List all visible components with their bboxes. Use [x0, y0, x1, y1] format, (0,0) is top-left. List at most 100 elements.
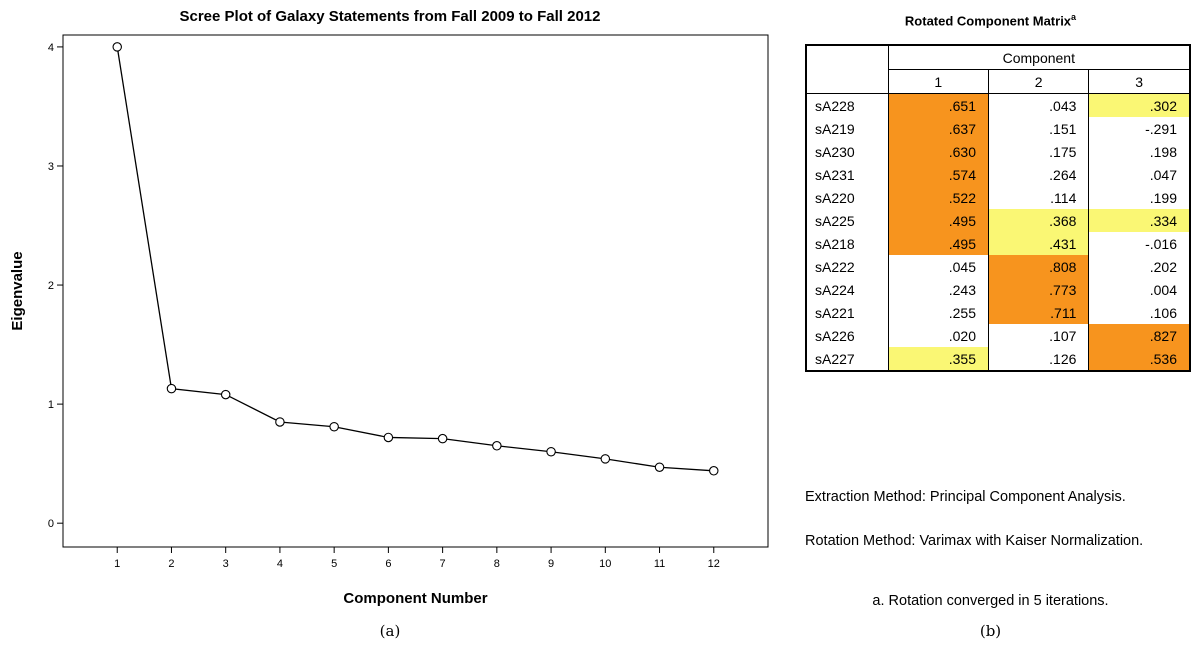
loading-cell: .302 — [1088, 93, 1190, 117]
data-point — [383, 432, 394, 443]
loading-cell: .334 — [1088, 209, 1190, 232]
y-axis-label: Eigenvalue — [9, 251, 26, 330]
loading-cell: .264 — [988, 163, 1090, 186]
loading-cell: .637 — [888, 117, 989, 140]
loading-cell: .255 — [888, 301, 989, 324]
loading-cell: .495 — [888, 209, 989, 232]
y-tick-label: 3 — [48, 161, 54, 173]
scree-plot-panel: Scree Plot of Galaxy Statements from Fal… — [9, 8, 769, 640]
y-tick-label: 0 — [48, 518, 54, 530]
eigenvalue-series-line — [116, 46, 714, 472]
data-point — [220, 389, 231, 400]
loading-cell: .004 — [1149, 281, 1177, 298]
row-label: sA220 — [806, 186, 889, 209]
data-point — [166, 383, 177, 394]
row-label: sA218 — [806, 232, 889, 255]
loading-cell: .574 — [888, 163, 989, 186]
loading-cell: .151 — [988, 117, 1090, 140]
row-label: sA225 — [806, 209, 889, 232]
loading-cell: .536 — [1088, 347, 1190, 371]
component-group-header: Component — [888, 45, 1190, 70]
table-row: sA225.495.368.334 — [806, 209, 1190, 232]
y-tick-label: 1 — [48, 399, 54, 411]
data-point — [600, 454, 611, 464]
loading-cell: -.016 — [1145, 235, 1177, 252]
table-row: sA227.355.126.536 — [806, 347, 1190, 371]
table-row: sA222.045.808 .202 — [806, 255, 1190, 278]
data-point — [492, 441, 502, 451]
row-label: sA222 — [806, 255, 889, 278]
data-point — [112, 42, 122, 52]
loading-cell: -.291 — [1145, 120, 1177, 137]
x-tick-label: 8 — [494, 558, 500, 570]
column-header-1: 1 — [888, 69, 989, 94]
table-title-footnote-mark: a — [1071, 12, 1077, 22]
loading-cell: .773 — [988, 278, 1090, 301]
column-header-2: 2 — [988, 69, 1090, 94]
loading-cell: .107 — [988, 324, 1090, 347]
table-row: sA231.574.264 .047 — [806, 163, 1190, 186]
chart-title: Scree Plot of Galaxy Statements from Fal… — [179, 8, 601, 25]
figure-caption-b: (b) — [979, 622, 1002, 640]
table-corner-cell — [806, 45, 889, 94]
x-tick-label: 5 — [331, 558, 337, 570]
row-label: sA224 — [806, 278, 889, 301]
plot-frame — [62, 34, 769, 548]
row-label: sA226 — [806, 324, 889, 347]
y-tick-label: 4 — [48, 42, 54, 54]
data-point — [437, 433, 448, 444]
loading-cell: .431 — [988, 232, 1090, 255]
x-tick-label: 1 — [114, 558, 120, 570]
x-tick-label: 2 — [168, 558, 174, 570]
loading-cell: .045 — [888, 255, 989, 278]
y-tick-label: 2 — [48, 280, 54, 292]
loading-cell: .711 — [988, 301, 1090, 324]
table-row: sA220.522.114 .199 — [806, 186, 1190, 209]
loading-cell: .827 — [1088, 324, 1190, 347]
x-tick-label: 3 — [223, 558, 229, 570]
column-header-3: 3 — [1088, 69, 1190, 94]
table-row: sA230.630.175 .198 — [806, 140, 1190, 163]
loading-cell: .199 — [1149, 189, 1177, 206]
x-tick-label: 10 — [599, 558, 611, 570]
extraction-method-note: Extraction Method: Principal Component A… — [805, 489, 1126, 505]
x-tick-label: 12 — [708, 558, 720, 570]
loading-cell: .243 — [888, 278, 989, 301]
loading-cell: .495 — [888, 232, 989, 255]
row-label: sA231 — [806, 163, 889, 186]
loading-cell: .175 — [988, 140, 1090, 163]
figure-caption-a: (a) — [379, 622, 401, 640]
table-title: Rotated Component Matrixa — [790, 12, 1191, 28]
x-tick-label: 4 — [277, 558, 283, 570]
loading-cell: .047 — [1149, 166, 1177, 183]
loading-cell: .651 — [888, 93, 989, 117]
loading-cell: .126 — [988, 347, 1090, 371]
loading-cell: .202 — [1149, 258, 1177, 275]
data-point — [546, 446, 556, 457]
loading-cell: .630 — [888, 140, 989, 163]
row-label: sA228 — [806, 93, 889, 117]
loading-cell: .808 — [988, 255, 1090, 278]
table-header-row: Component — [806, 45, 1190, 94]
loading-cell: .020 — [888, 324, 989, 347]
row-label: sA219 — [806, 117, 889, 140]
data-point — [275, 417, 285, 427]
rotation-method-note: Rotation Method: Varimax with Kaiser Nor… — [805, 533, 1144, 549]
table-row: sA224.243.773 .004 — [806, 278, 1190, 301]
data-point — [654, 462, 665, 472]
table-title-text: Rotated Component Matrix — [904, 13, 1072, 29]
loading-cell: .368 — [988, 209, 1090, 232]
x-tick-label: 11 — [654, 558, 665, 570]
row-label: sA221 — [806, 301, 889, 324]
loading-cell: .114 — [988, 186, 1090, 209]
loading-cell: .043 — [988, 93, 1090, 117]
loading-cell: .355 — [888, 347, 989, 371]
loading-cell: .522 — [888, 186, 989, 209]
table-row: sA218.495.431 -.016 — [806, 232, 1190, 255]
x-tick-label: 6 — [385, 558, 391, 570]
x-tick-label: 9 — [548, 558, 554, 570]
table-row: sA219.637.151 -.291 — [806, 117, 1190, 140]
